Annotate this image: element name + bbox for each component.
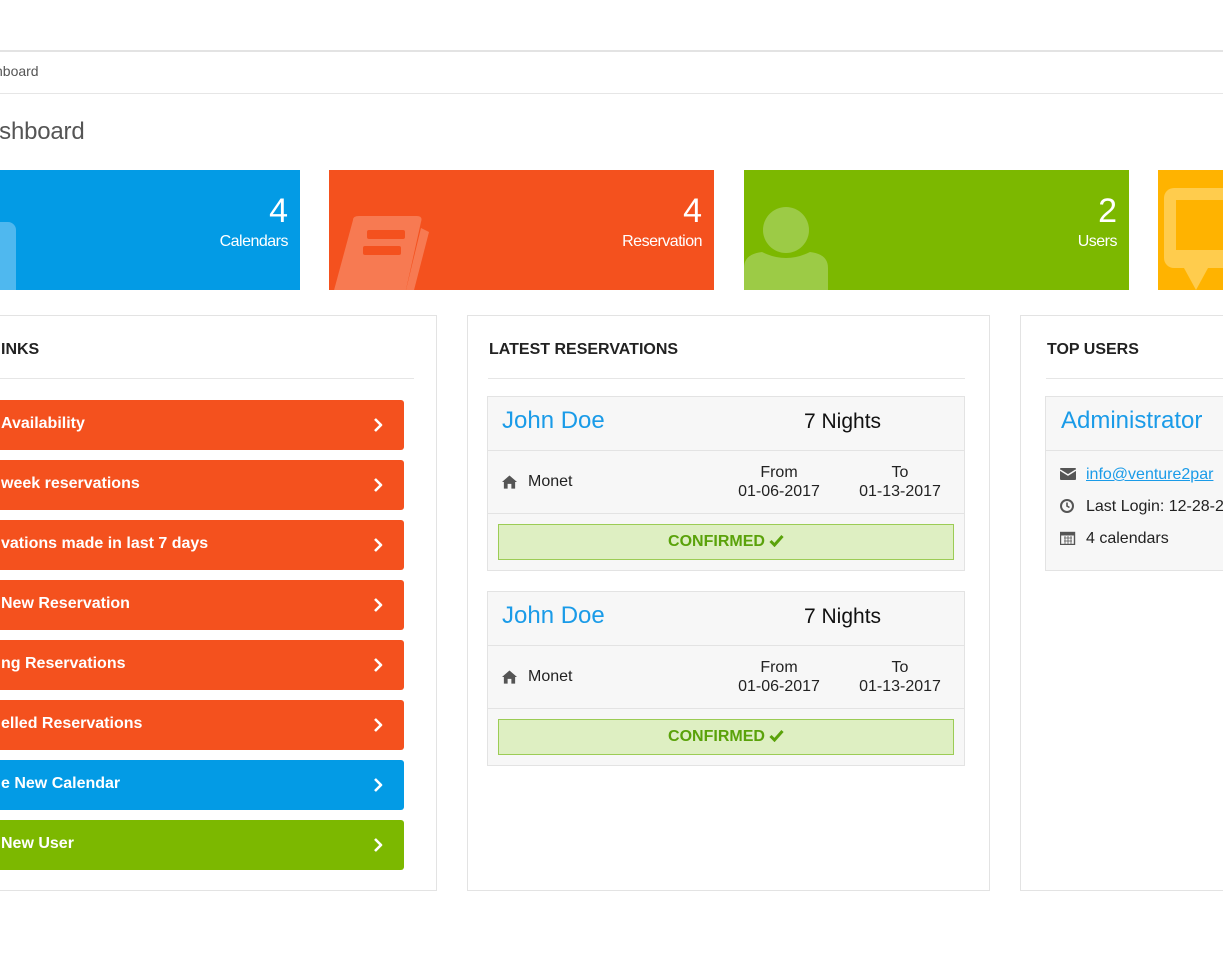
link-label: Availability	[1, 415, 85, 432]
links-panel: INKS Availability week reservations vati…	[0, 315, 437, 891]
to-date: 01-13-2017	[859, 483, 941, 500]
panel-divider	[488, 378, 965, 379]
to-date-block: To 01-13-2017	[845, 463, 955, 501]
stat-tile-comments[interactable]	[1158, 170, 1223, 290]
chevron-right-icon	[374, 778, 383, 792]
from-label: From	[760, 464, 798, 481]
stat-label: Reservation	[622, 233, 702, 250]
chevron-right-icon	[374, 538, 383, 552]
panel-title: INKS	[1, 341, 40, 358]
stat-value: 4	[269, 192, 288, 230]
reservation-card[interactable]: John Doe 7 Nights Monet From 01-06-2017 …	[487, 396, 965, 571]
link-label: elled Reservations	[1, 715, 143, 732]
user-last-login-line: Last Login: 12-28-2	[1060, 498, 1223, 516]
chevron-right-icon	[374, 838, 383, 852]
reservation-card[interactable]: John Doe 7 Nights Monet From 01-06-2017 …	[487, 591, 965, 766]
from-date-block: From 01-06-2017	[724, 658, 834, 696]
from-date: 01-06-2017	[738, 678, 820, 695]
status-text: CONFIRMED	[668, 533, 765, 550]
link-label: week reservations	[1, 475, 140, 492]
link-new-reservation-button[interactable]: New Reservation	[0, 580, 404, 630]
card-divider	[1046, 450, 1223, 451]
nights-count: 7 Nights	[804, 605, 882, 628]
link-new-calendar-button[interactable]: e New Calendar	[0, 760, 404, 810]
user-email-line: info@venture2par	[1060, 466, 1213, 484]
last-login-text: Last Login: 12-28-2	[1086, 498, 1223, 515]
home-icon	[502, 670, 517, 684]
panel-divider	[0, 378, 414, 379]
calendar-small-icon	[1060, 531, 1076, 545]
link-availability-button[interactable]: Availability	[0, 400, 404, 450]
chevron-right-icon	[374, 478, 383, 492]
panel-divider	[1046, 378, 1223, 379]
link-label: New Reservation	[1, 595, 130, 612]
link-new-user-button[interactable]: New User	[0, 820, 404, 870]
panel-title: TOP USERS	[1047, 341, 1139, 358]
to-label: To	[891, 659, 909, 676]
page-title: ashboard	[0, 118, 85, 145]
stat-label: Calendars	[219, 233, 289, 250]
user-calendars-line: 4 calendars	[1060, 530, 1169, 548]
link-label: vations made in last 7 days	[1, 535, 209, 552]
user-card[interactable]: Administrator info@venture2par Last Logi…	[1045, 396, 1223, 571]
comment-icon	[1164, 188, 1223, 290]
breadcrumb-bar: shboard	[0, 52, 1223, 94]
book-icon	[334, 216, 429, 290]
check-icon	[769, 730, 784, 743]
reservation-details: Monet From 01-06-2017 To 01-13-2017	[488, 450, 964, 514]
status-badge: CONFIRMED	[498, 719, 954, 755]
chevron-right-icon	[374, 718, 383, 732]
link-cancelled-reservations-button[interactable]: elled Reservations	[0, 700, 404, 750]
status-text: CONFIRMED	[668, 728, 765, 745]
from-date-block: From 01-06-2017	[724, 463, 834, 501]
link-week-reservations-button[interactable]: week reservations	[0, 460, 404, 510]
link-recent-reservations-button[interactable]: vations made in last 7 days	[0, 520, 404, 570]
to-date: 01-13-2017	[859, 678, 941, 695]
user-icon	[744, 207, 828, 290]
link-label: New User	[1, 835, 74, 852]
stat-tile-reservations[interactable]: 4 Reservation	[329, 170, 714, 290]
stat-tile-users[interactable]: 2 Users	[744, 170, 1129, 290]
chevron-right-icon	[374, 598, 383, 612]
link-pending-reservations-button[interactable]: ng Reservations	[0, 640, 404, 690]
link-label: e New Calendar	[1, 775, 121, 792]
calendar-name: Monet	[528, 668, 573, 685]
user-email-link[interactable]: info@venture2par	[1086, 466, 1214, 483]
breadcrumb[interactable]: shboard	[0, 63, 39, 79]
from-date: 01-06-2017	[738, 483, 820, 500]
home-icon	[502, 475, 517, 489]
panel-title: LATEST RESERVATIONS	[489, 341, 679, 358]
stat-value: 2	[1098, 192, 1117, 230]
stat-label: Users	[1077, 233, 1118, 250]
link-label: ng Reservations	[1, 655, 126, 672]
stat-value: 4	[683, 192, 702, 230]
stat-tile-calendars[interactable]: 4 Calendars	[0, 170, 300, 290]
status-badge: CONFIRMED	[498, 524, 954, 560]
check-icon	[769, 535, 784, 548]
calendar-icon	[0, 222, 16, 290]
to-date-block: To 01-13-2017	[845, 658, 955, 696]
guest-name[interactable]: John Doe	[502, 407, 605, 434]
calendar-name: Monet	[528, 473, 573, 490]
clock-icon	[1060, 499, 1074, 513]
to-label: To	[891, 464, 909, 481]
guest-name[interactable]: John Doe	[502, 602, 605, 629]
reservation-details: Monet From 01-06-2017 To 01-13-2017	[488, 645, 964, 709]
chevron-right-icon	[374, 658, 383, 672]
from-label: From	[760, 659, 798, 676]
chevron-right-icon	[374, 418, 383, 432]
envelope-icon	[1060, 468, 1076, 480]
top-navbar	[0, 0, 1223, 52]
user-name[interactable]: Administrator	[1061, 407, 1203, 434]
nights-count: 7 Nights	[804, 410, 882, 433]
calendars-count: 4 calendars	[1086, 530, 1169, 547]
